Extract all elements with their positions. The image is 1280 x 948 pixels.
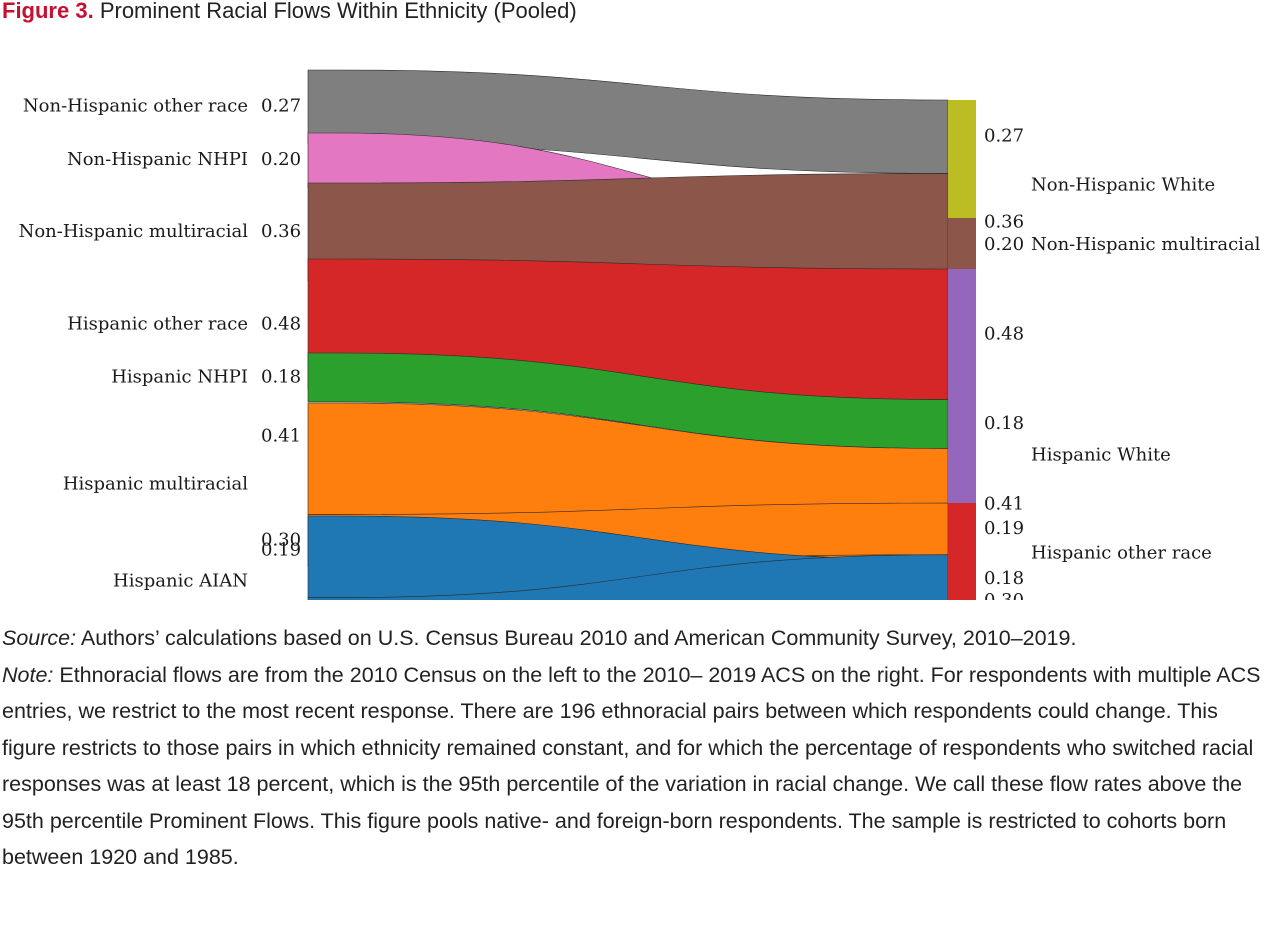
target-value-hispanic-other-race-2: 0.18: [984, 568, 1024, 589]
target-value-non-hispanic-white-2: 0.36: [984, 211, 1024, 232]
source-label-non-hispanic-multiracial: Non-Hispanic multiracial: [19, 221, 249, 242]
figure-title: Figure 3. Prominent Racial Flows Within …: [2, 0, 577, 24]
source-value-hispanic-multiracial-1: 0.41: [261, 425, 301, 446]
target-value-hispanic-white-4: 0.30: [984, 590, 1024, 600]
note-paragraph: Note: Ethnoracial flows are from the 201…: [2, 657, 1276, 876]
source-value-non-hispanic-other-race: 0.27: [261, 96, 301, 117]
source-value-hispanic-other-race: 0.48: [261, 313, 301, 334]
source-value-non-hispanic-nhpi: 0.20: [261, 149, 301, 170]
link-hispanic-aian-to-hispanic-other-race: [307, 554, 949, 600]
target-value-non-hispanic-multiracial-1: 0.20: [984, 234, 1024, 255]
source-label-hispanic-other-race: Hispanic other race: [67, 313, 248, 334]
target-label-non-hispanic-white: Non-Hispanic White: [1031, 175, 1215, 196]
source-value-hispanic-multiracial-2: 0.19: [261, 540, 301, 561]
figure-label: Figure 3.: [2, 0, 94, 23]
source-label-non-hispanic-nhpi: Non-Hispanic NHPI: [67, 149, 248, 170]
target-node-non-hispanic-multiracial: [948, 218, 976, 273]
source-label: Source:: [2, 626, 77, 650]
target-node-hispanic-other-race: [948, 503, 976, 600]
source-label-non-hispanic-other-race: Non-Hispanic other race: [23, 96, 248, 117]
figure-notes: Source: Authors’ calculations based on U…: [2, 620, 1276, 876]
source-value-non-hispanic-multiracial: 0.36: [261, 221, 301, 242]
note-label: Note:: [2, 662, 54, 687]
source-note: Source: Authors’ calculations based on U…: [2, 620, 1276, 657]
sankey-labels: Non-Hispanic other race 0.27 Non-Hispanic …: [19, 96, 1261, 600]
target-label-hispanic-other-race: Hispanic other race: [1031, 542, 1212, 563]
sankey-links: [307, 69, 949, 600]
source-label-hispanic-aian: Hispanic AIAN: [113, 570, 248, 591]
target-label-hispanic-white: Hispanic White: [1031, 444, 1171, 465]
source-label-hispanic-multiracial: Hispanic multiracial: [63, 474, 248, 495]
source-text: Authors’ calculations based on U.S. Cens…: [76, 626, 1077, 650]
figure-title-text: Prominent Racial Flows Within Ethnicity …: [99, 0, 577, 23]
target-value-hispanic-other-race-1: 0.19: [984, 518, 1024, 539]
sankey-target-nodes: [948, 100, 976, 600]
note-text: Ethnoracial flows are from the 2010 Cens…: [2, 662, 1261, 870]
source-value-hispanic-aian-1: 0.30: [261, 529, 301, 550]
target-value-non-hispanic-white-1: 0.27: [984, 126, 1024, 147]
target-label-non-hispanic-multiracial: Non-Hispanic multiracial: [1031, 234, 1261, 255]
source-label-hispanic-nhpi: Hispanic NHPI: [111, 366, 248, 387]
source-value-hispanic-nhpi: 0.18: [261, 366, 301, 387]
target-value-hispanic-white-1: 0.48: [984, 323, 1024, 344]
target-value-hispanic-white-3: 0.41: [984, 493, 1024, 514]
sankey-chart: Non-Hispanic other race 0.27 Non-Hispanic …: [19, 69, 1261, 600]
target-value-hispanic-white-2: 0.18: [984, 413, 1024, 434]
